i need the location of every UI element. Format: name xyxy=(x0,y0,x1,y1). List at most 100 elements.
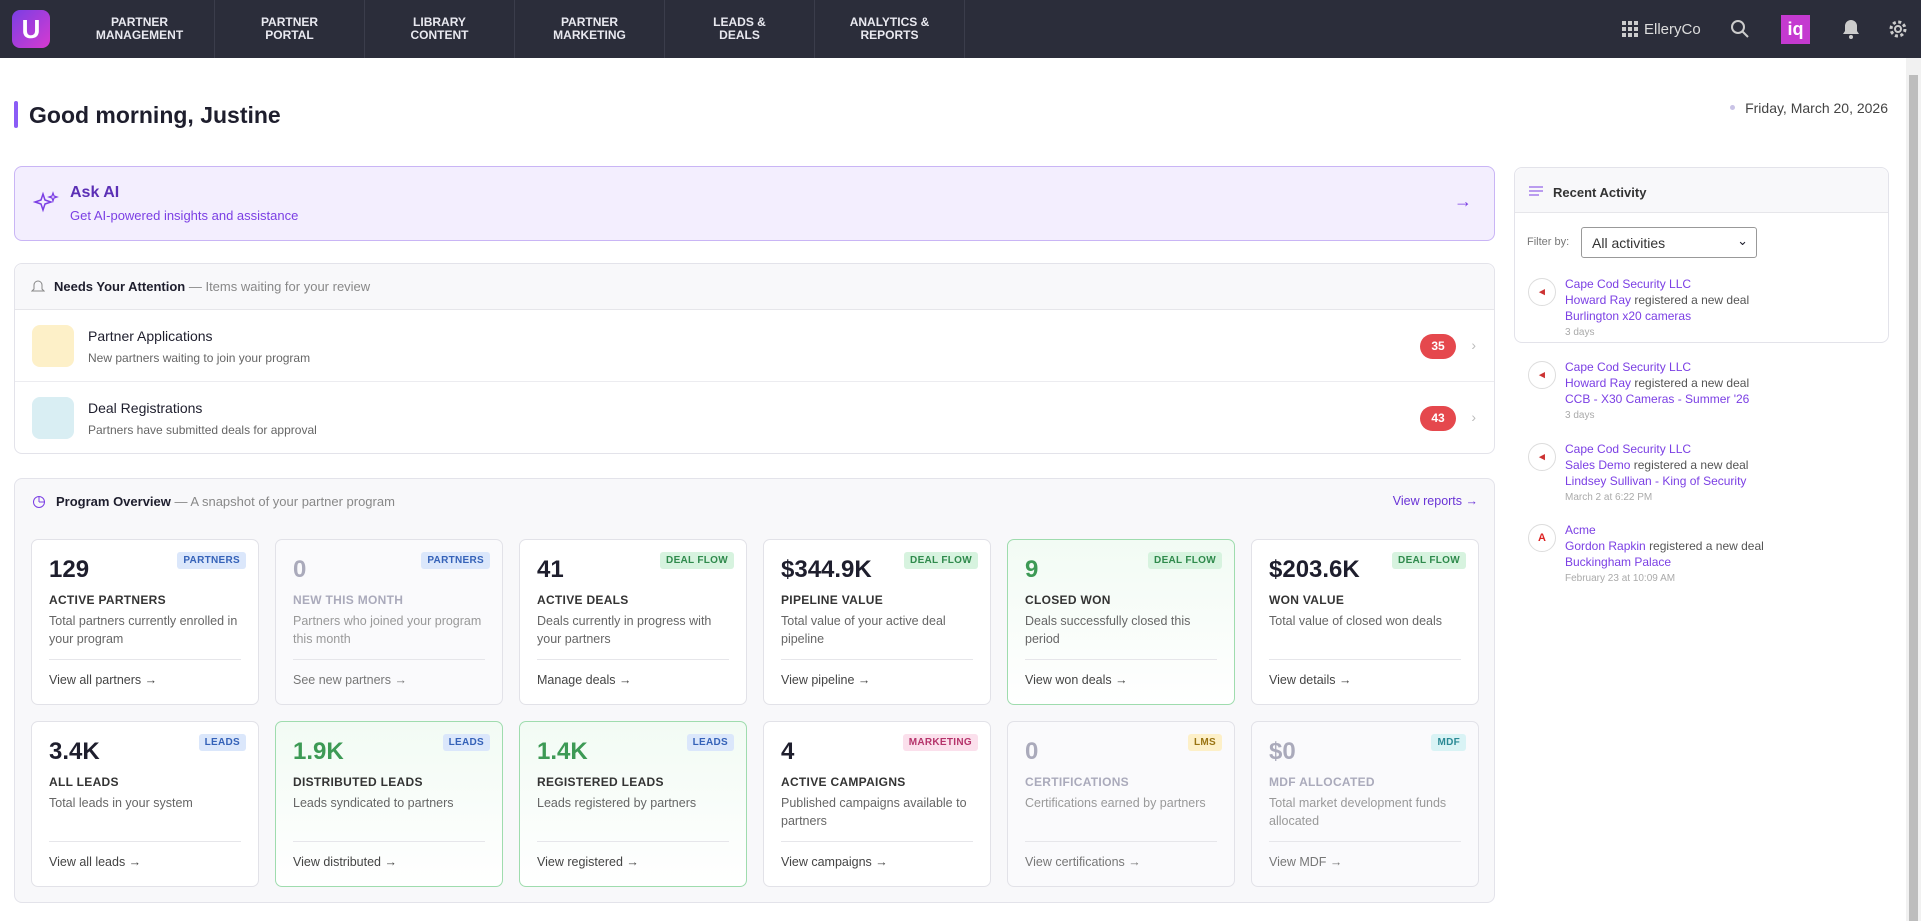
stat-value: 3.4K xyxy=(49,738,100,765)
nav-item[interactable]: ANALYTICS & REPORTS xyxy=(815,0,965,58)
activity-deal[interactable]: Buckingham Palace xyxy=(1565,555,1672,569)
divider xyxy=(293,841,485,842)
stat-link[interactable]: View registered → xyxy=(537,855,639,869)
activity-company[interactable]: Cape Cod Security LLC xyxy=(1565,277,1692,291)
nav-item[interactable]: LEADS & DEALS xyxy=(665,0,815,58)
stat-desc: Leads syndicated to partners xyxy=(293,796,454,810)
avatar: A xyxy=(1528,524,1556,552)
apps-icon[interactable] xyxy=(1622,21,1638,37)
stat-label: ALL LEADS xyxy=(49,775,119,789)
stat-desc: Total value of closed won deals xyxy=(1269,614,1443,628)
overview-title: Program Overview xyxy=(56,494,171,509)
stat-card[interactable]: 0 CERTIFICATIONS Certifications earned by … xyxy=(1007,721,1235,887)
nav-item[interactable]: PARTNER MANAGEMENT xyxy=(65,0,215,58)
stat-card[interactable]: 4 ACTIVE CAMPAIGNS Published campaigns ava… xyxy=(763,721,991,887)
accent-bar xyxy=(14,101,18,128)
activity-person[interactable]: Howard Ray xyxy=(1565,376,1632,390)
activity-deal[interactable]: Burlington x20 cameras xyxy=(1565,309,1692,323)
stat-desc: Leads registered by partners xyxy=(537,796,697,810)
stat-link[interactable]: View all partners → xyxy=(49,673,158,687)
org-name[interactable]: ElleryCo xyxy=(1644,21,1701,38)
row-desc: New partners waiting to join your progra… xyxy=(88,351,311,365)
stat-badge: LEADS xyxy=(686,734,734,751)
logo[interactable]: U xyxy=(12,10,50,48)
stat-desc: Deals currently in progress with your pa… xyxy=(537,614,712,646)
chevron: ⌄ xyxy=(1737,233,1748,248)
stat-card[interactable]: 41 ACTIVE DEALS Deals currently in progres… xyxy=(519,539,747,705)
activity-company[interactable]: Acme xyxy=(1565,523,1596,537)
stat-desc: Published campaigns available to partner… xyxy=(781,796,967,828)
activity-person[interactable]: Howard Ray xyxy=(1565,293,1632,307)
attention-row[interactable]: Deal Registrations Partners have submitte… xyxy=(15,382,1494,454)
stat-label: CLOSED WON xyxy=(1025,593,1111,607)
stat-value: 1.9K xyxy=(293,738,344,765)
nav-label: PARTNER MANAGEMENT xyxy=(95,15,184,42)
activity-person[interactable]: Sales Demo xyxy=(1565,458,1631,472)
stat-label: PIPELINE VALUE xyxy=(781,593,883,607)
avatar: ◂ xyxy=(1528,278,1556,306)
stat-link[interactable]: View campaigns → xyxy=(781,855,888,869)
activity-deal[interactable]: CCB - X30 Cameras - Summer '26 xyxy=(1565,392,1750,406)
stat-card[interactable]: 9 CLOSED WON Deals successfully closed thi… xyxy=(1007,539,1235,705)
activity-item: Cape Cod Security LLC Howard Ray register… xyxy=(1565,276,1865,341)
stat-link[interactable]: View pipeline → xyxy=(781,673,871,687)
stat-link[interactable]: Manage deals → xyxy=(537,673,632,687)
avatar: ◂ xyxy=(1528,443,1556,471)
row-icon xyxy=(32,325,74,367)
stat-link[interactable]: View certifications → xyxy=(1025,855,1141,869)
overview-subtitle: — A snapshot of your partner program xyxy=(174,494,395,509)
nav-item[interactable]: LIBRARY CONTENT xyxy=(365,0,515,58)
stat-desc: Total value of your active deal pipeline xyxy=(781,614,946,646)
divider xyxy=(49,659,241,660)
activity-line: Howard Ray registered a new deal xyxy=(1565,375,1865,391)
stat-card[interactable]: $203.6K WON VALUE Total value of closed wo… xyxy=(1251,539,1479,705)
overview-panel: Program Overview — A snapshot of your pa… xyxy=(14,478,1495,903)
bell-icon[interactable] xyxy=(1842,19,1860,39)
activity-person[interactable]: Gordon Rapkin xyxy=(1565,539,1646,553)
nav-label: ANALYTICS & REPORTS xyxy=(849,15,930,42)
stat-card[interactable]: 129 ACTIVE PARTNERS Total partners current… xyxy=(31,539,259,705)
stat-link[interactable]: See new partners → xyxy=(293,673,407,687)
nav-item[interactable]: PARTNER MARKETING xyxy=(515,0,665,58)
stat-link[interactable]: View details → xyxy=(1269,673,1352,687)
filter-select[interactable]: All activities ⌄ xyxy=(1581,227,1757,258)
activity-company[interactable]: Cape Cod Security LLC xyxy=(1565,442,1692,456)
attention-row[interactable]: Partner Applications New partners waiting… xyxy=(15,310,1494,382)
divider xyxy=(781,841,973,842)
nav-item[interactable]: PARTNER PORTAL xyxy=(215,0,365,58)
view-reports[interactable]: View reports → xyxy=(1392,494,1478,508)
nav-label: PARTNER PORTAL xyxy=(260,15,319,42)
stat-label: DISTRIBUTED LEADS xyxy=(293,775,423,789)
settings-icon[interactable] xyxy=(1888,19,1908,39)
activity-deal[interactable]: Lindsey Sullivan - King of Security xyxy=(1565,474,1747,488)
stat-badge: PARTNERS xyxy=(177,552,246,569)
divider xyxy=(49,841,241,842)
top-nav: U ElleryCo iq PARTNER MANAGEMENT PARTNER … xyxy=(0,0,1921,58)
stat-card[interactable]: $344.9K PIPELINE VALUE Total value of your… xyxy=(763,539,991,705)
activity-company[interactable]: Cape Cod Security LLC xyxy=(1565,360,1692,374)
stat-link[interactable]: View MDF → xyxy=(1269,855,1343,869)
row-title: Deal Registrations xyxy=(88,400,203,416)
iq-icon[interactable]: iq xyxy=(1781,15,1810,44)
activity-line: Howard Ray registered a new deal xyxy=(1565,292,1865,308)
stat-label: ACTIVE DEALS xyxy=(537,593,629,607)
stat-card[interactable]: 1.9K DISTRIBUTED LEADS Leads syndicated to… xyxy=(275,721,503,887)
stat-link[interactable]: View won deals → xyxy=(1025,673,1128,687)
activity-item: Cape Cod Security LLC Sales Demo register… xyxy=(1565,441,1865,506)
chart-icon xyxy=(33,496,45,508)
stat-card[interactable]: $0 MDF ALLOCATED Total market development … xyxy=(1251,721,1479,887)
scrollbar-thumb[interactable] xyxy=(1909,75,1918,921)
stat-link[interactable]: View distributed → xyxy=(293,855,397,869)
stat-card[interactable]: 3.4K ALL LEADS Total leads in your system V… xyxy=(31,721,259,887)
row-desc: Partners have submitted deals for approv… xyxy=(88,423,317,437)
stat-card[interactable]: 0 NEW THIS MONTH Partners who joined your … xyxy=(275,539,503,705)
stat-value: 1.4K xyxy=(537,738,588,765)
scrollbar[interactable] xyxy=(1906,58,1921,921)
ask-ai[interactable]: Ask AI Get AI-powered insights and assis… xyxy=(14,166,1495,241)
stat-card[interactable]: 1.4K REGISTERED LEADS Leads registered by … xyxy=(519,721,747,887)
stat-desc: Deals successfully closed this period xyxy=(1025,614,1191,646)
activity-line: Gordon Rapkin registered a new deal xyxy=(1565,538,1865,554)
divider xyxy=(1269,841,1461,842)
search-icon[interactable] xyxy=(1730,19,1750,39)
stat-link[interactable]: View all leads → xyxy=(49,855,142,869)
